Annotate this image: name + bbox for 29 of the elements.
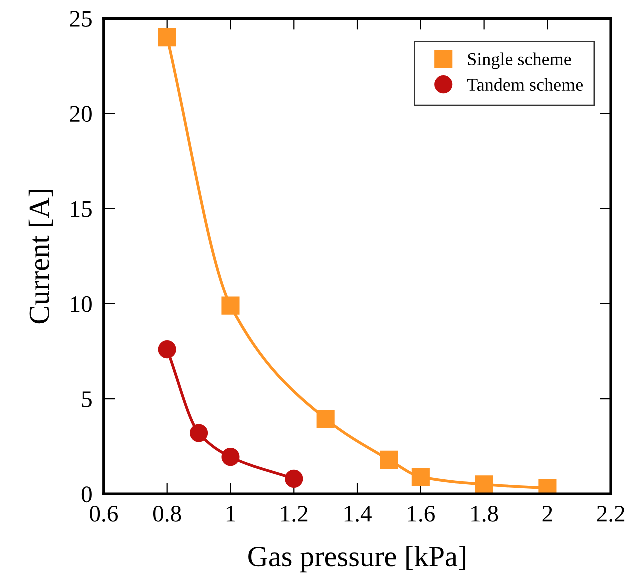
x-tick-label: 1.4 [344, 506, 372, 522]
point [158, 340, 176, 359]
point [285, 470, 304, 488]
y-tick-label: 20 [70, 106, 92, 122]
x-axis-title: Gas pressure [kPa] [248, 546, 466, 573]
point [190, 424, 208, 442]
point [222, 448, 240, 466]
legend-label: Tandem scheme [467, 78, 583, 92]
y-tick-label: 25 [70, 11, 92, 27]
point [316, 410, 335, 428]
x-tick-label: 2 [542, 506, 552, 522]
y-tick-label: 5 [82, 392, 92, 408]
y-tick-label: 0 [82, 486, 92, 503]
y-tick-label: 15 [71, 201, 92, 218]
x-tick-label: 0.6 [90, 506, 118, 522]
y-axis-title: Current [A] [28, 190, 54, 324]
x-tick-label: 1 [226, 506, 236, 522]
x-tick-label: 2.2 [597, 506, 625, 522]
x-tick-label: 1.6 [408, 506, 435, 522]
point [475, 476, 494, 494]
x-tick-label: 1.8 [472, 506, 498, 522]
point [158, 28, 176, 47]
point [412, 468, 430, 486]
legend-label: Single scheme [468, 52, 572, 70]
point [222, 296, 240, 315]
point [380, 450, 398, 469]
x-tick-label: 1.2 [281, 506, 308, 522]
y-tick-label: 10 [71, 296, 92, 312]
x-tick-label: 0.8 [153, 506, 182, 522]
